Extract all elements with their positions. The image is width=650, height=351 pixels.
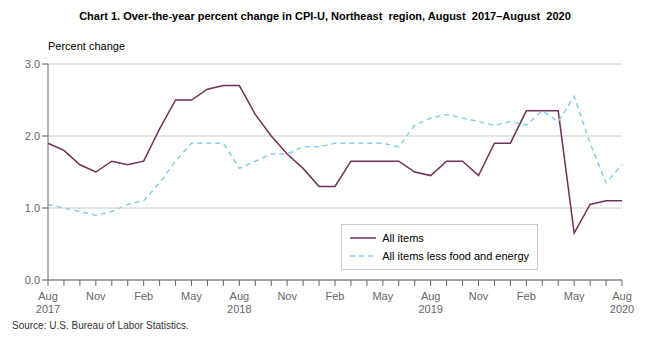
svg-text:Nov: Nov xyxy=(86,290,106,302)
svg-text:2.0: 2.0 xyxy=(25,130,40,142)
svg-text:Aug2019: Aug2019 xyxy=(418,290,442,315)
svg-text:May: May xyxy=(181,290,202,302)
html-text:Source: U.S. Bureau of Labor S: Source: U.S. Bureau of Labor Statistics. xyxy=(12,320,189,331)
html-text:All items less food and energy: All items less food and energy xyxy=(382,250,529,262)
svg-text:Feb: Feb xyxy=(134,290,153,302)
html-text:All items: All items xyxy=(382,232,424,244)
svg-text:0.0: 0.0 xyxy=(25,274,40,286)
svg-text:May: May xyxy=(564,290,585,302)
svg-text:3.0: 3.0 xyxy=(25,58,40,70)
svg-text:Aug2017: Aug2017 xyxy=(36,290,60,315)
svg-text:Nov: Nov xyxy=(469,290,489,302)
svg-text:Feb: Feb xyxy=(517,290,536,302)
svg-text:Feb: Feb xyxy=(326,290,345,302)
html-text:Chart 1. Over-the-year percent: Chart 1. Over-the-year percent change in… xyxy=(79,10,571,22)
svg-text:May: May xyxy=(372,290,393,302)
svg-text:Aug2018: Aug2018 xyxy=(227,290,251,315)
svg-text:1.0: 1.0 xyxy=(25,202,40,214)
svg-text:Nov: Nov xyxy=(277,290,297,302)
svg-text:Aug2020: Aug2020 xyxy=(610,290,634,315)
html-text:Percent change: Percent change xyxy=(48,40,126,52)
